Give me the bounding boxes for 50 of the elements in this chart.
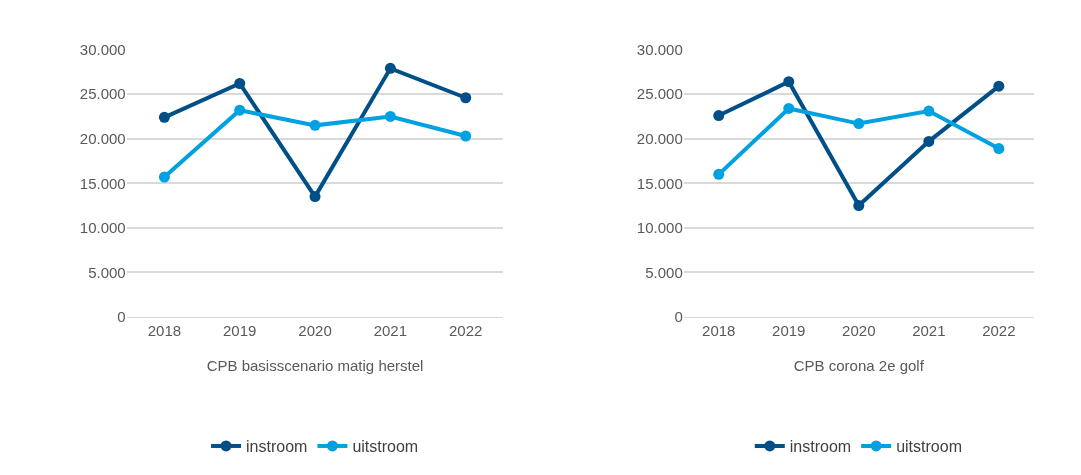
x-axis-title: CPB basisscenario matig herstel	[206, 356, 424, 374]
y-tick-label: 10.000	[79, 219, 126, 237]
x-tick-label: 2020	[842, 321, 876, 339]
y-tick-label: 30.000	[636, 40, 683, 58]
x-tick-label: 2020	[298, 321, 332, 339]
point	[234, 104, 246, 116]
point	[713, 168, 725, 180]
point	[783, 102, 795, 114]
y-tick-label: 30.000	[79, 40, 126, 58]
point	[460, 130, 472, 142]
point	[384, 62, 396, 74]
point	[923, 135, 935, 147]
x-tick-label: 2018	[702, 321, 736, 339]
x-tick-label: 2021	[373, 321, 408, 339]
y-tick-label: 15.000	[636, 174, 683, 192]
x-tick-label: 2018	[147, 321, 182, 339]
legend-label: uitstroom	[896, 438, 962, 456]
point	[993, 143, 1005, 155]
x-tick-label: 2021	[912, 321, 946, 339]
point	[234, 78, 246, 89]
x-tick-label: 2019	[223, 321, 257, 339]
point	[713, 110, 725, 122]
x-tick-label: 2022	[982, 321, 1016, 339]
y-tick-label: 25.000	[79, 85, 126, 103]
y-tick-label: 20.000	[79, 129, 126, 147]
point	[853, 118, 865, 130]
y-tick-label: 25.000	[636, 85, 683, 103]
point	[853, 200, 865, 212]
x-axis-title: CPB corona 2e golf	[793, 356, 925, 374]
y-tick-label: 0	[674, 308, 683, 326]
legend-label: instroom	[789, 438, 852, 456]
y-tick-label: 5.000	[645, 263, 683, 281]
point	[993, 80, 1005, 92]
point	[783, 76, 795, 88]
y-tick-label: 20.000	[636, 129, 683, 147]
point	[158, 111, 170, 123]
point	[158, 171, 170, 183]
y-tick-label: 10.000	[636, 219, 683, 237]
x-tick-label: 2022	[449, 321, 483, 339]
point	[460, 92, 472, 104]
x-tick-label: 2019	[772, 321, 806, 339]
legend-label: instroom	[246, 438, 308, 456]
point	[309, 119, 321, 131]
y-tick-label: 15.000	[79, 174, 126, 192]
y-tick-label: 5.000	[88, 263, 126, 281]
legend-label: uitstroom	[352, 438, 419, 456]
y-tick-label: 0	[117, 308, 126, 326]
point	[923, 105, 935, 117]
point	[384, 110, 396, 122]
point	[309, 191, 321, 203]
